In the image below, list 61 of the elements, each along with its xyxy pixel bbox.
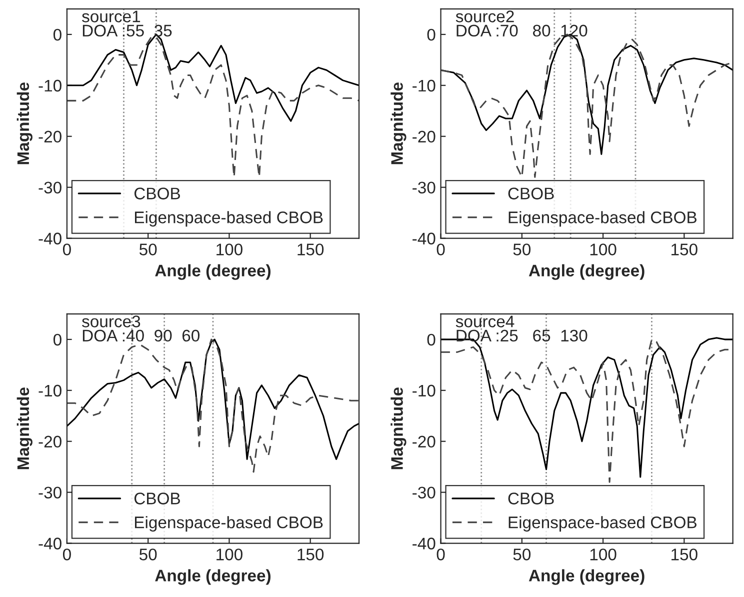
x-axis-title: Angle (degree) bbox=[155, 264, 271, 280]
y-tick-label: -30 bbox=[412, 486, 436, 499]
y-tick-label: 0 bbox=[427, 334, 436, 346]
legend-label: CBOB bbox=[508, 492, 554, 504]
x-tick-label: 50 bbox=[513, 548, 531, 560]
x-axis-title: Angle (degree) bbox=[155, 569, 271, 585]
x-tick-label: 150 bbox=[298, 548, 324, 560]
y-tick-label: -10 bbox=[38, 80, 62, 92]
y-tick-label: -20 bbox=[412, 130, 436, 143]
x-axis-title: Angle (degree) bbox=[528, 264, 644, 280]
y-tick-label: -40 bbox=[412, 232, 436, 244]
x-tick-label: 0 bbox=[436, 548, 445, 560]
y-tick-label: -10 bbox=[412, 80, 436, 92]
y-tick-label: -30 bbox=[412, 182, 436, 194]
x-tick-label: 100 bbox=[216, 244, 242, 256]
y-axis-title: Magnitude bbox=[390, 82, 406, 164]
y-tick-label: -10 bbox=[38, 384, 62, 397]
x-tick-label: 0 bbox=[436, 244, 445, 256]
legend-label: Eigenspace-based CBOB bbox=[508, 516, 696, 532]
annotation: source4 bbox=[456, 316, 514, 328]
legend-label: Eigenspace-based CBOB bbox=[508, 211, 696, 227]
y-tick-label: -40 bbox=[38, 232, 62, 244]
legend-label: CBOB bbox=[134, 492, 180, 504]
y-tick-label: -40 bbox=[412, 538, 436, 550]
y-tick-label: 0 bbox=[53, 334, 62, 346]
x-tick-label: 100 bbox=[590, 548, 616, 560]
y-tick-label: -10 bbox=[412, 384, 436, 397]
annotation: source2 bbox=[456, 10, 514, 22]
y-tick-label: -40 bbox=[38, 538, 62, 550]
x-tick-label: 150 bbox=[672, 244, 698, 256]
annotation: DOA :40 90 60 bbox=[82, 330, 200, 342]
x-tick-label: 150 bbox=[672, 548, 698, 560]
y-tick-label: -20 bbox=[38, 130, 62, 143]
y-tick-label: -20 bbox=[38, 436, 62, 448]
y-tick-label: -30 bbox=[38, 182, 62, 194]
annotation: DOA :70 80 120 bbox=[456, 24, 588, 37]
legend-label: Eigenspace-based CBOB bbox=[134, 516, 323, 532]
annotation: DOA :55 35 bbox=[82, 24, 172, 37]
annotation: source3 bbox=[82, 316, 140, 328]
x-tick-label: 50 bbox=[513, 244, 531, 256]
annotation: DOA :25 65 130 bbox=[456, 330, 588, 342]
y-tick-label: -30 bbox=[38, 486, 62, 499]
y-axis-title: Magnitude bbox=[16, 388, 32, 470]
y-axis-title: Magnitude bbox=[390, 388, 406, 470]
y-tick-label: -20 bbox=[412, 436, 436, 448]
x-tick-label: 50 bbox=[139, 244, 157, 256]
y-tick-label: 0 bbox=[53, 28, 62, 41]
x-tick-label: 100 bbox=[590, 244, 616, 256]
legend-label: Eigenspace-based CBOB bbox=[134, 211, 323, 227]
annotation: source1 bbox=[82, 10, 140, 22]
legend-label: CBOB bbox=[508, 188, 554, 200]
y-tick-label: 0 bbox=[427, 28, 436, 41]
x-axis-title: Angle (degree) bbox=[528, 569, 644, 585]
x-tick-label: 0 bbox=[62, 244, 71, 256]
legend-label: CBOB bbox=[134, 188, 180, 200]
line-series bbox=[66, 36, 360, 178]
y-axis-title: Magnitude bbox=[16, 82, 32, 164]
x-tick-label: 150 bbox=[298, 244, 324, 256]
x-tick-label: 50 bbox=[139, 548, 157, 560]
x-tick-label: 0 bbox=[62, 548, 71, 560]
x-tick-label: 100 bbox=[216, 548, 242, 560]
